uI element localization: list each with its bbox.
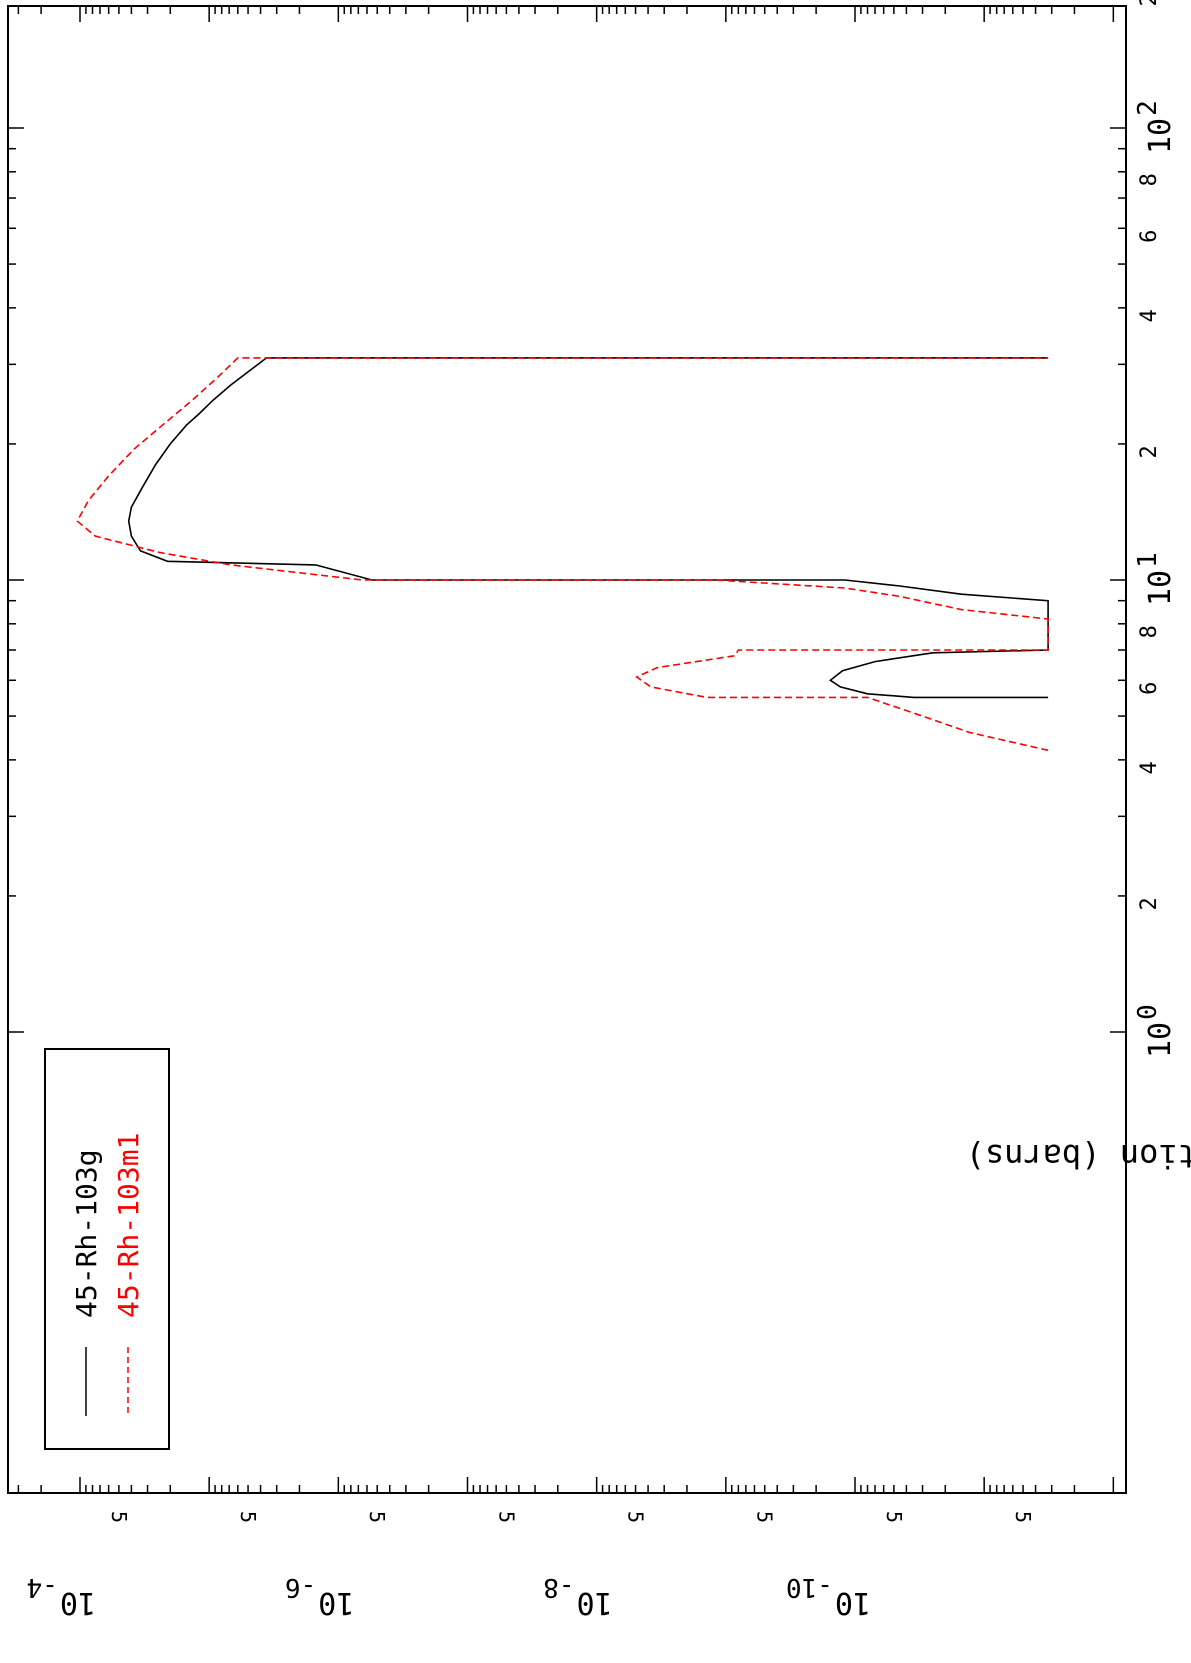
y-tick-label: 5 <box>882 1511 906 1523</box>
series-line-1 <box>76 357 1049 752</box>
x-tick-label: 6 <box>1137 230 1162 243</box>
legend-label-black: 45-Rh-103g <box>70 1149 103 1318</box>
y-decade-exponent: -6 <box>285 1572 316 1602</box>
y-tick-label: 5 <box>236 1511 260 1523</box>
legend-box <box>44 1048 170 1450</box>
x-tick-label: 8 <box>1137 625 1162 638</box>
x-decade-label: 101 <box>1133 552 1178 606</box>
x-tick-label: 4 <box>1137 761 1162 774</box>
y-tick-label: 5 <box>365 1511 389 1523</box>
y-tick-label: 5 <box>753 1511 777 1523</box>
x-tick-label: 6 <box>1137 682 1162 695</box>
axis-ticks <box>8 6 1126 1493</box>
legend-label-red: 45-Rh-103m1 <box>112 1133 145 1318</box>
y-decade-label: 10-4 <box>27 1572 96 1620</box>
x-decade-label: 102 <box>1133 100 1178 154</box>
x-decade-exponent: 2 <box>1133 100 1163 116</box>
series-layer <box>76 357 1049 752</box>
y-axis-label: Cross Section (barns) <box>966 1137 1191 1175</box>
y-tick-label: 5 <box>624 1511 648 1523</box>
y-decade-label: 10-8 <box>543 1572 612 1620</box>
plot-frame <box>7 5 1127 1494</box>
y-decade-label: 10-10 <box>786 1572 871 1620</box>
x-decade-label: 100 <box>1133 1004 1178 1058</box>
x-decade-exponent: 1 <box>1133 552 1163 568</box>
x-tick-label: 2 <box>1137 897 1162 910</box>
y-tick-label: 5 <box>1011 1511 1035 1523</box>
x-tick-label: 2 <box>1137 445 1162 458</box>
x-tick-label: 2 <box>1137 0 1162 7</box>
x-tick-label: 4 <box>1137 309 1162 322</box>
tick-labels: 2468246821001011025555555510-410-610-810… <box>27 0 1178 1620</box>
x-tick-label: 8 <box>1137 173 1162 186</box>
y-decade-exponent: -8 <box>543 1572 574 1602</box>
legend: 45-Rh-103g 45-Rh-103m1 <box>44 1048 170 1450</box>
y-tick-label: 5 <box>494 1511 518 1523</box>
y-tick-label: 5 <box>107 1511 131 1523</box>
x-decade-exponent: 0 <box>1133 1004 1163 1020</box>
y-decade-label: 10-6 <box>285 1572 354 1620</box>
y-decade-exponent: -10 <box>786 1572 833 1602</box>
series-line-0 <box>127 357 1049 699</box>
y-decade-exponent: -4 <box>27 1572 58 1602</box>
